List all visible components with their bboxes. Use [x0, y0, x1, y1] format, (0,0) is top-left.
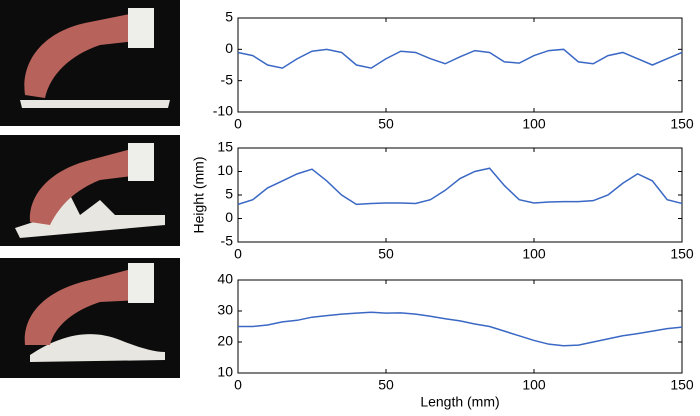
plot-frame	[237, 17, 683, 113]
y-tick-label: 5	[225, 9, 233, 25]
x-tick-label: 0	[234, 116, 242, 132]
photo-base	[15, 195, 165, 238]
data-line	[238, 311, 683, 347]
x-tick-label: 0	[234, 246, 242, 262]
data-line	[237, 167, 683, 206]
photo-clamp	[128, 263, 154, 303]
y-tick-label: 30	[217, 302, 233, 318]
photo-base	[20, 100, 170, 108]
plot-frame	[237, 147, 683, 243]
y-axis-label: Height (mm)	[191, 156, 207, 233]
y-tick-label: -5	[221, 71, 234, 87]
x-tick-label: 150	[670, 246, 694, 262]
plot-frame	[237, 279, 683, 374]
x-tick-label: 150	[670, 116, 694, 132]
photos	[0, 0, 180, 378]
photo-clamp	[128, 8, 154, 48]
x-tick-label: 150	[670, 377, 694, 393]
x-axis-label: Length (mm)	[420, 394, 499, 410]
y-tick-label: 10	[217, 162, 233, 178]
x-tick-label: 0	[234, 377, 242, 393]
x-tick-label: 50	[378, 377, 394, 393]
x-tick-label: 100	[522, 246, 546, 262]
photo-clamp	[128, 143, 154, 181]
y-tick-label: 0	[225, 40, 233, 56]
y-tick-label: 0	[225, 209, 233, 225]
y-tick-label: -10	[213, 103, 233, 119]
y-tick-label: -5	[221, 233, 234, 249]
photo-base	[30, 334, 165, 362]
photo-arm	[29, 148, 140, 225]
y-tick-label: 5	[225, 186, 233, 202]
y-tick-label: 40	[217, 271, 233, 287]
photo-arm	[24, 268, 141, 345]
y-tick-label: 20	[217, 333, 233, 349]
x-tick-label: 100	[522, 116, 546, 132]
y-tick-label: 10	[217, 364, 233, 380]
x-tick-label: 100	[522, 377, 546, 393]
x-tick-label: 50	[378, 246, 394, 262]
data-line	[237, 48, 683, 69]
y-tick-label: 15	[217, 139, 233, 155]
photo-arm	[24, 12, 146, 98]
x-tick-label: 50	[378, 116, 394, 132]
